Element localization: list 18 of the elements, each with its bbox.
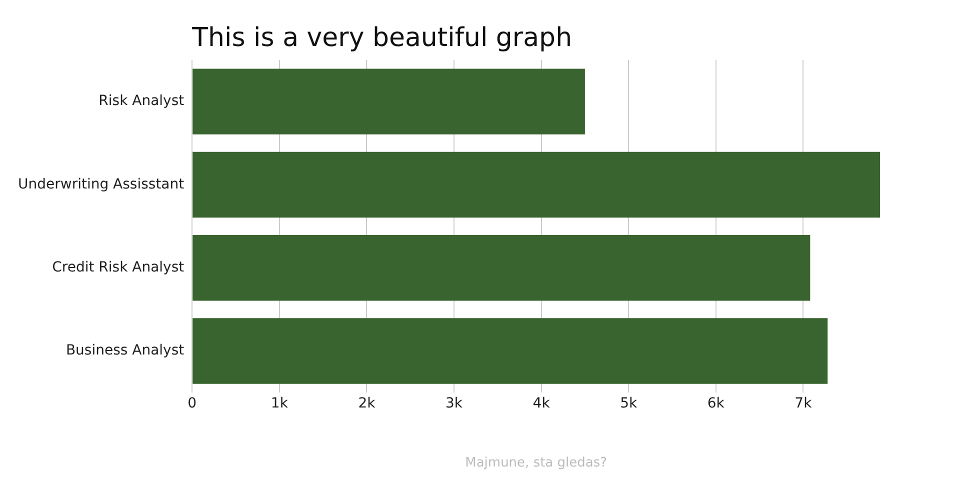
y-tick-label: Risk Analyst [98,93,185,110]
x-tick-label: 1k [270,396,289,412]
bar [192,318,828,384]
y-tick-label: Business Analyst [66,342,185,359]
x-axis-title: Majmune, sta gledas? [465,456,608,471]
bar [192,152,880,218]
x-tick-label: 4k [532,396,551,412]
y-tick-label: Underwriting Assisstant [18,176,185,192]
chart-title: This is a very beautiful graph [191,23,572,53]
x-tick-label: 5k [620,396,638,412]
x-tick-label: 0 [188,396,197,412]
bar [192,68,585,134]
x-tick-label: 3k [446,396,464,412]
bar [192,235,810,301]
x-tick-label: 7k [794,396,813,412]
y-tick-label: Credit Risk Analyst [52,260,185,276]
x-tick-label: 2k [358,396,376,412]
x-tick-label: 6k [707,396,726,412]
